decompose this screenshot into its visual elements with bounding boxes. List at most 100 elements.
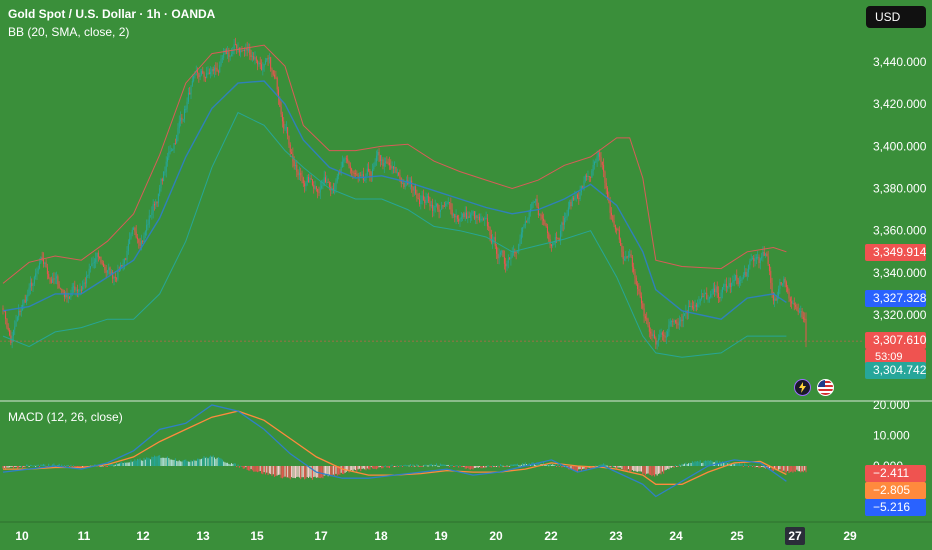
- candle[interactable]: [125, 258, 127, 260]
- candle[interactable]: [388, 162, 390, 166]
- candle[interactable]: [297, 171, 299, 176]
- candle[interactable]: [693, 307, 695, 309]
- candle[interactable]: [117, 269, 119, 280]
- candle[interactable]: [767, 256, 769, 265]
- candle[interactable]: [697, 304, 699, 307]
- candle[interactable]: [687, 305, 689, 314]
- candle[interactable]: [724, 284, 726, 286]
- candle[interactable]: [238, 47, 240, 53]
- candle[interactable]: [714, 288, 716, 293]
- candle[interactable]: [391, 166, 393, 169]
- candle[interactable]: [95, 258, 97, 262]
- candle[interactable]: [28, 287, 30, 295]
- candle[interactable]: [449, 202, 451, 204]
- candle[interactable]: [561, 222, 563, 231]
- candle[interactable]: [793, 303, 795, 306]
- candle[interactable]: [795, 305, 797, 307]
- candle[interactable]: [759, 258, 761, 264]
- candle[interactable]: [305, 182, 307, 187]
- candle[interactable]: [198, 72, 200, 78]
- candle[interactable]: [76, 289, 78, 291]
- candle[interactable]: [721, 287, 723, 293]
- candle[interactable]: [258, 62, 260, 65]
- candle[interactable]: [275, 77, 277, 79]
- candle[interactable]: [241, 50, 243, 52]
- candle[interactable]: [763, 251, 765, 256]
- candle[interactable]: [775, 298, 777, 301]
- candle[interactable]: [776, 295, 778, 301]
- candle[interactable]: [723, 284, 725, 288]
- candle[interactable]: [503, 257, 505, 264]
- candle[interactable]: [552, 243, 554, 247]
- candle[interactable]: [496, 246, 498, 254]
- candle[interactable]: [168, 151, 170, 158]
- candle[interactable]: [202, 71, 204, 74]
- candle[interactable]: [178, 121, 180, 128]
- candle[interactable]: [785, 282, 787, 287]
- candle[interactable]: [83, 282, 85, 287]
- candle[interactable]: [738, 280, 740, 285]
- candle[interactable]: [263, 63, 265, 67]
- candle[interactable]: [510, 256, 512, 259]
- candle[interactable]: [485, 218, 487, 220]
- candle[interactable]: [163, 171, 165, 182]
- candle[interactable]: [640, 296, 642, 304]
- candle[interactable]: [381, 159, 383, 162]
- candle[interactable]: [402, 183, 404, 185]
- candle[interactable]: [671, 321, 673, 323]
- candle[interactable]: [601, 161, 603, 165]
- candle[interactable]: [475, 215, 477, 219]
- candle[interactable]: [283, 121, 285, 129]
- candle[interactable]: [251, 56, 253, 58]
- candle[interactable]: [554, 237, 556, 244]
- candle[interactable]: [421, 195, 423, 201]
- candle[interactable]: [327, 181, 329, 183]
- candle[interactable]: [731, 282, 733, 288]
- candle[interactable]: [613, 220, 615, 225]
- candle[interactable]: [291, 152, 293, 154]
- candle[interactable]: [779, 281, 781, 289]
- candle[interactable]: [667, 331, 669, 337]
- candle[interactable]: [630, 254, 632, 257]
- candle[interactable]: [509, 258, 511, 260]
- candle[interactable]: [426, 196, 428, 198]
- candle[interactable]: [446, 203, 448, 205]
- candle[interactable]: [575, 194, 577, 196]
- candle[interactable]: [435, 203, 437, 207]
- candle[interactable]: [181, 117, 183, 120]
- candle[interactable]: [385, 161, 387, 163]
- candle[interactable]: [262, 66, 264, 70]
- candle[interactable]: [288, 135, 290, 145]
- candle[interactable]: [398, 172, 400, 176]
- candle[interactable]: [266, 58, 268, 61]
- candle[interactable]: [206, 73, 208, 79]
- candle[interactable]: [766, 253, 768, 257]
- candle[interactable]: [341, 161, 343, 168]
- candle[interactable]: [672, 321, 674, 323]
- candle[interactable]: [604, 171, 606, 183]
- candle[interactable]: [319, 188, 321, 193]
- candle[interactable]: [537, 206, 539, 216]
- candle[interactable]: [610, 212, 612, 216]
- candle[interactable]: [75, 289, 77, 291]
- candle[interactable]: [147, 224, 149, 226]
- candle[interactable]: [281, 114, 283, 122]
- candle[interactable]: [325, 177, 327, 183]
- candle[interactable]: [519, 239, 521, 245]
- candle[interactable]: [390, 165, 392, 169]
- candle[interactable]: [32, 283, 34, 286]
- candle[interactable]: [66, 292, 68, 298]
- candle[interactable]: [373, 165, 375, 170]
- macd-badge[interactable]: [865, 499, 926, 516]
- candle[interactable]: [78, 290, 80, 292]
- candle[interactable]: [486, 218, 488, 227]
- candle[interactable]: [458, 218, 460, 222]
- candle[interactable]: [413, 186, 415, 191]
- candle[interactable]: [80, 289, 82, 291]
- candle[interactable]: [419, 198, 421, 205]
- candle[interactable]: [699, 298, 701, 303]
- candle[interactable]: [366, 168, 368, 175]
- candle[interactable]: [33, 276, 35, 284]
- candle[interactable]: [394, 166, 396, 169]
- candle[interactable]: [746, 272, 748, 277]
